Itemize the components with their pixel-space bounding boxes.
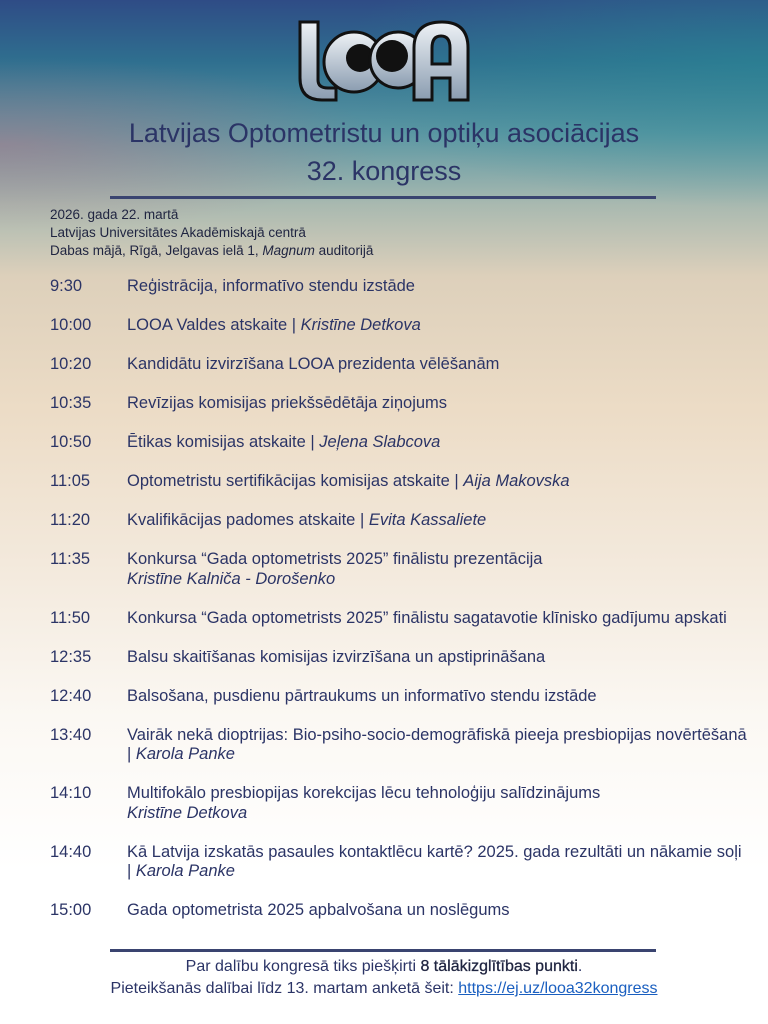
credits-note: Par dalību kongresā tiks piešķirti 8 tāl… bbox=[0, 956, 768, 978]
agenda-list: 9:30 Reģistrācija, informatīvo stendu izs… bbox=[50, 277, 750, 940]
agenda-text: Optometristu sertifikācijas komisijas at… bbox=[127, 472, 750, 492]
agenda-item: 10:50 Ētikas komisijas atskaite | Jeļena … bbox=[50, 433, 750, 453]
agenda-text: Balsu skaitīšanas komisijas izvirzīšana … bbox=[127, 648, 750, 668]
agenda-time: 10:20 bbox=[50, 355, 92, 373]
agenda-speaker: Kristīne Kalniča - Dorošenko bbox=[127, 569, 336, 588]
agenda-title: Multifokālo presbiopijas korekcijas lēcu… bbox=[127, 784, 601, 802]
agenda-text: Vairāk nekā dioptrijas: Bio-psiho-socio-… bbox=[127, 726, 750, 765]
agenda-title: Gada optometrista 2025 apbalvošana un no… bbox=[127, 901, 510, 919]
agenda-speaker: Kristīne Detkova bbox=[300, 316, 421, 334]
page-title: Latvijas Optometristu un optiķu asociāci… bbox=[128, 118, 640, 148]
agenda-title: Vairāk nekā dioptrijas: Bio-psiho-socio-… bbox=[127, 725, 747, 764]
event-venue: Latvijas Universitātes Akadēmiskajā cent… bbox=[50, 225, 306, 240]
agenda-item: 12:40 Balsošana, pusdienu pārtraukums un … bbox=[50, 687, 750, 707]
agenda-time: 13:40 bbox=[50, 725, 92, 744]
agenda-item: 15:00 Gada optometrista 2025 apbalvošana … bbox=[50, 901, 750, 921]
credits-text: Par dalību kongresā tiks piešķirti bbox=[185, 958, 421, 975]
agenda-text: Gada optometrista 2025 apbalvošana un no… bbox=[127, 901, 750, 921]
agenda-speaker: Aija Makovska bbox=[463, 472, 570, 490]
agenda-time: 15:00 bbox=[50, 901, 92, 919]
agenda-time: 11:20 bbox=[50, 511, 91, 529]
agenda-title: Balsu skaitīšanas komisijas izvirzīšana … bbox=[127, 647, 546, 666]
looa-logo bbox=[298, 20, 470, 102]
agenda-text: Konkursa “Gada optometrists 2025” fināli… bbox=[127, 550, 750, 589]
agenda-item: 10:35 Revīzijas komisijas priekšsēdētāja … bbox=[50, 394, 750, 414]
agenda-speaker: Karola Panke bbox=[135, 745, 235, 763]
agenda-item: 13:40 Vairāk nekā dioptrijas: Bio-psiho-s… bbox=[50, 726, 750, 765]
agenda-text: Reģistrācija, informatīvo stendu izstāde bbox=[127, 277, 750, 297]
agenda-text: Balsošana, pusdienu pārtraukums un infor… bbox=[127, 687, 750, 707]
agenda-time: 11:35 bbox=[50, 550, 91, 568]
agenda-time: 14:40 bbox=[50, 842, 92, 861]
address-text: Dabas mājā, Rīgā, Jelgavas ielā 1, bbox=[50, 243, 263, 258]
agenda-time: 10:35 bbox=[50, 394, 92, 412]
agenda-text: Kandidātu izvirzīšana LOOA prezidenta vē… bbox=[127, 355, 750, 375]
event-date: 2026. gada 22. martā bbox=[50, 207, 179, 222]
event-address: Dabas mājā, Rīgā, Jelgavas ielā 1, Magnu… bbox=[50, 242, 373, 260]
agenda-text: Konkursa “Gada optometrists 2025” fināli… bbox=[127, 609, 750, 629]
registration-note: Pieteikšanās dalībai līdz 13. martam ank… bbox=[0, 978, 768, 1000]
agenda-text: Revīzijas komisijas priekšsēdētāja ziņoj… bbox=[127, 394, 750, 414]
agenda-title: Revīzijas komisijas priekšsēdētāja ziņoj… bbox=[127, 394, 448, 412]
agenda-title: Konkursa “Gada optometrists 2025” fināli… bbox=[127, 608, 727, 627]
agenda-time: 9:30 bbox=[50, 277, 83, 295]
agenda-title: LOOA Valdes atskaite | bbox=[127, 316, 301, 334]
agenda-time: 12:40 bbox=[50, 686, 92, 705]
agenda-item: 10:20 Kandidātu izvirzīšana LOOA preziden… bbox=[50, 355, 750, 375]
agenda-item: 12:35 Balsu skaitīšanas komisijas izvirzī… bbox=[50, 648, 750, 668]
agenda-text: Multifokālo presbiopijas korekcijas lēcu… bbox=[127, 784, 750, 823]
agenda-time: 14:10 bbox=[50, 784, 92, 802]
agenda-time: 10:00 bbox=[50, 316, 92, 334]
agenda-text: Kā Latvija izskatās pasaules kontaktlēcu… bbox=[127, 843, 750, 882]
credits-period: . bbox=[577, 958, 583, 975]
agenda-title: Ētikas komisijas atskaite | bbox=[127, 433, 320, 451]
agenda-time: 10:50 bbox=[50, 433, 92, 451]
agenda-title: Kandidātu izvirzīšana LOOA prezidenta vē… bbox=[127, 355, 500, 373]
agenda-time: 11:50 bbox=[50, 608, 91, 627]
agenda-speaker: Karola Panke bbox=[135, 862, 235, 880]
agenda-item: 10:00 LOOA Valdes atskaite | Kristīne Det… bbox=[50, 316, 750, 336]
agenda-item: 11:05 Optometristu sertifikācijas komisij… bbox=[50, 472, 750, 492]
agenda-item: 14:10 Multifokālo presbiopijas korekcijas… bbox=[50, 784, 750, 823]
credits-points: 8 tālākizglītības punkti bbox=[420, 958, 578, 975]
agenda-title: Kvalifikācijas padomes atskaite | bbox=[127, 511, 369, 529]
address-suffix: auditorijā bbox=[314, 243, 374, 258]
agenda-speaker: Jeļena Slabcova bbox=[319, 433, 441, 451]
agenda-item: 11:35 Konkursa “Gada optometrists 2025” f… bbox=[50, 550, 750, 589]
auditorium-name: Magnum bbox=[262, 243, 315, 258]
agenda-title: Konkursa “Gada optometrists 2025” fināli… bbox=[127, 550, 543, 568]
divider-bottom bbox=[110, 949, 656, 952]
agenda-title: Kā Latvija izskatās pasaules kontaktlēcu… bbox=[127, 842, 742, 881]
agenda-item: 11:20 Kvalifikācijas padomes atskaite | E… bbox=[50, 511, 750, 531]
registration-link[interactable]: https://ej.uz/looa32kongress bbox=[458, 980, 658, 997]
divider-top bbox=[110, 196, 656, 199]
agenda-time: 11:05 bbox=[50, 472, 91, 490]
agenda-text: Kvalifikācijas padomes atskaite | Evita … bbox=[127, 511, 750, 531]
event-info: 2026. gada 22. martā Latvijas Universitā… bbox=[50, 206, 373, 260]
agenda-speaker: Evita Kassaliete bbox=[368, 511, 487, 529]
agenda-speaker: Kristīne Detkova bbox=[127, 803, 248, 822]
agenda-item: 9:30 Reģistrācija, informatīvo stendu izs… bbox=[50, 277, 750, 297]
agenda-item: 11:50 Konkursa “Gada optometrists 2025” f… bbox=[50, 609, 750, 629]
agenda-title: Reģistrācija, informatīvo stendu izstāde bbox=[127, 277, 415, 295]
agenda-title: Optometristu sertifikācijas komisijas at… bbox=[127, 472, 464, 490]
agenda-item: 14:40 Kā Latvija izskatās pasaules kontak… bbox=[50, 843, 750, 882]
agenda-text: LOOA Valdes atskaite | Kristīne Detkova bbox=[127, 316, 750, 336]
registration-text: Pieteikšanās dalībai līdz 13. martam ank… bbox=[110, 980, 459, 997]
agenda-title: Balsošana, pusdienu pārtraukums un infor… bbox=[127, 686, 597, 705]
page-subtitle: 32. kongress bbox=[306, 156, 462, 186]
agenda-time: 12:35 bbox=[50, 647, 92, 666]
agenda-text: Ētikas komisijas atskaite | Jeļena Slabc… bbox=[127, 433, 750, 453]
